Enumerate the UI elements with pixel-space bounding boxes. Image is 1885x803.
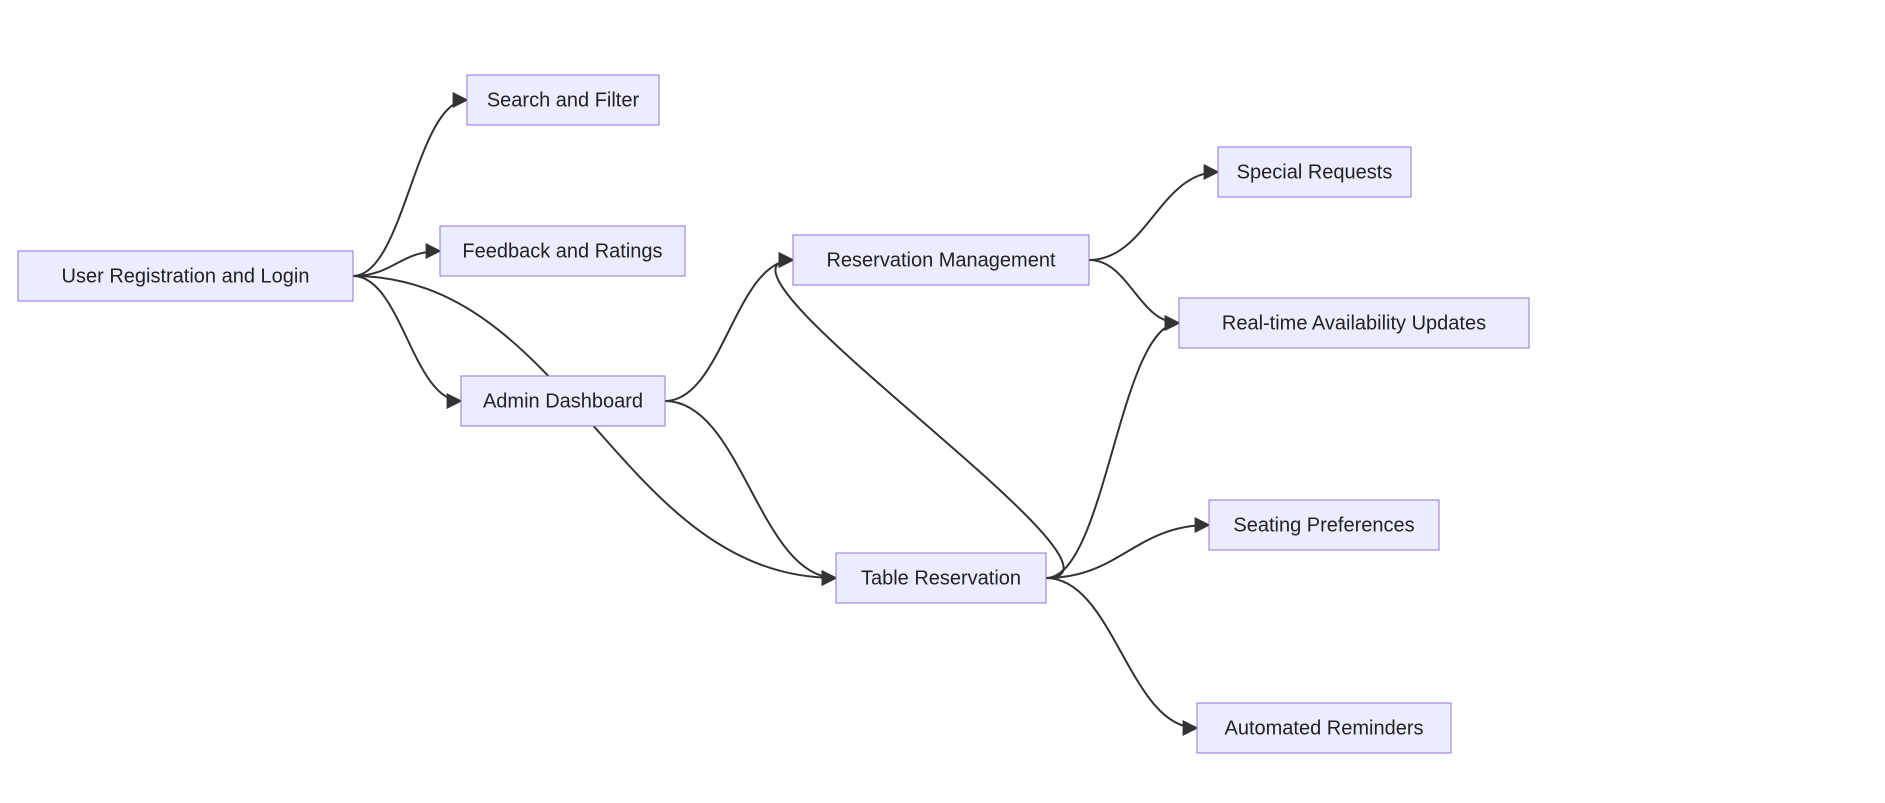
nodes-layer: User Registration and Login Search and Fi… bbox=[18, 75, 1529, 753]
edge-table-res-to-seating bbox=[1046, 525, 1209, 578]
node-feedback: Feedback and Ratings bbox=[440, 226, 685, 276]
node-realtime-label: Real-time Availability Updates bbox=[1222, 312, 1486, 334]
node-seating-label: Seating Preferences bbox=[1233, 514, 1414, 536]
node-table-res-label: Table Reservation bbox=[861, 567, 1021, 589]
node-realtime: Real-time Availability Updates bbox=[1179, 298, 1529, 348]
node-res-mgmt-label: Reservation Management bbox=[826, 249, 1055, 271]
node-user-reg: User Registration and Login bbox=[18, 251, 353, 301]
edge-res-mgmt-to-realtime bbox=[1089, 260, 1179, 323]
node-reminders: Automated Reminders bbox=[1197, 703, 1451, 753]
node-admin: Admin Dashboard bbox=[461, 376, 665, 426]
node-seating: Seating Preferences bbox=[1209, 500, 1439, 550]
edge-table-res-to-res-mgmt bbox=[775, 260, 1063, 578]
node-admin-label: Admin Dashboard bbox=[483, 390, 643, 412]
node-user-reg-label: User Registration and Login bbox=[62, 265, 310, 287]
edge-user-reg-to-table-res bbox=[353, 276, 836, 578]
node-search-label: Search and Filter bbox=[487, 89, 640, 111]
edge-table-res-to-realtime bbox=[1046, 323, 1179, 578]
node-reminders-label: Automated Reminders bbox=[1225, 717, 1424, 739]
node-special: Special Requests bbox=[1218, 147, 1411, 197]
node-res-mgmt: Reservation Management bbox=[793, 235, 1089, 285]
node-search: Search and Filter bbox=[467, 75, 659, 125]
flowchart-diagram: User Registration and Login Search and Fi… bbox=[0, 0, 1885, 803]
edge-table-res-to-reminders bbox=[1046, 578, 1197, 728]
node-table-res: Table Reservation bbox=[836, 553, 1046, 603]
edge-user-reg-to-admin bbox=[353, 276, 461, 401]
edge-admin-to-res-mgmt bbox=[665, 260, 793, 401]
node-special-label: Special Requests bbox=[1237, 161, 1393, 183]
edge-admin-to-table-res bbox=[665, 401, 836, 578]
edge-res-mgmt-to-special bbox=[1089, 172, 1218, 260]
node-feedback-label: Feedback and Ratings bbox=[462, 240, 662, 262]
